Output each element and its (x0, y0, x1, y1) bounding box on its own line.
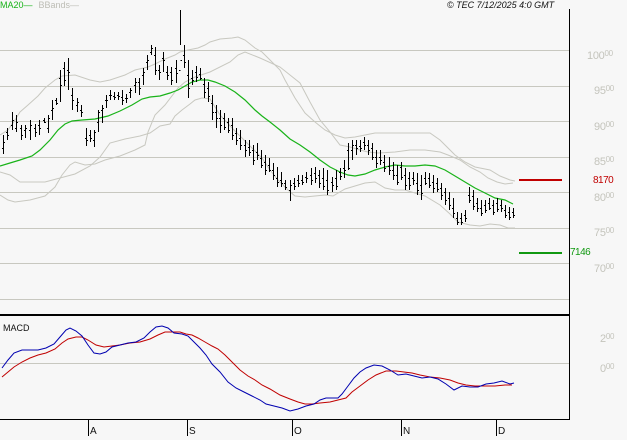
x-label-oct: O (294, 426, 302, 437)
chart-legend: MA20— BBands— (0, 0, 79, 11)
legend-bbands: BBands— (38, 0, 80, 10)
y-label-7000: 7000 (594, 262, 614, 275)
support-label: 7146 (570, 247, 591, 258)
legend-ma20: MA20— (0, 0, 33, 10)
resistance-label: 8170 (593, 175, 614, 186)
price-gridlines (0, 50, 569, 300)
macd-label-0: 000 (600, 362, 615, 375)
copyright-timestamp: © TEC 7/12/2025 4:0 GMT (447, 0, 555, 10)
y-label-9000: 9000 (594, 120, 614, 133)
macd-line (1, 325, 515, 412)
y-label-10000: 10000 (587, 49, 613, 62)
y-label-8000: 8000 (594, 191, 614, 204)
x-label-nov: N (403, 426, 411, 437)
x-label-sep: S (189, 426, 196, 437)
signal-line (1, 331, 512, 405)
price-bars (2, 10, 515, 225)
ma20-line (0, 79, 514, 205)
y-label-8500: 8500 (594, 155, 614, 168)
macd-title: MACD (3, 323, 30, 333)
macd-label-200: 200 (600, 332, 615, 345)
x-label-dec: D (498, 426, 506, 437)
bbands (0, 36, 516, 229)
y-label-9500: 9500 (594, 84, 614, 97)
y-label-7500: 7500 (594, 226, 614, 239)
x-axis-ticks (88, 420, 497, 436)
x-label-aug: A (90, 426, 97, 437)
